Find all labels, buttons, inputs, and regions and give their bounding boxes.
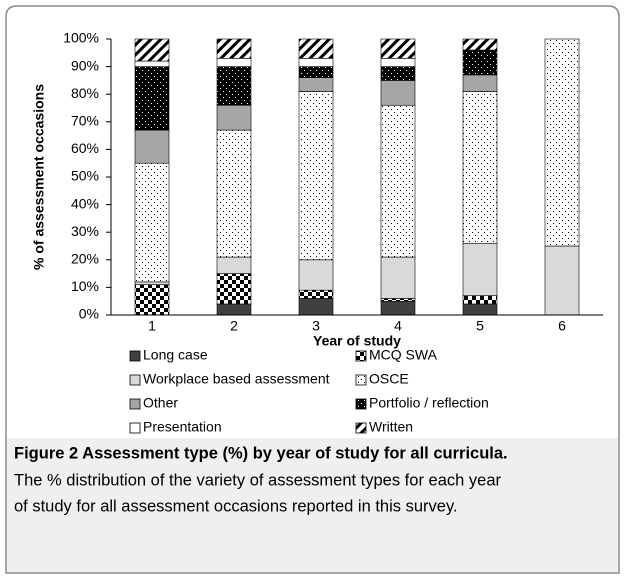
bar-segment [380, 38, 416, 59]
y-tick-label: 50% [71, 168, 99, 184]
bar-segment [298, 38, 334, 59]
bar-segment [216, 66, 252, 106]
bar-segment [298, 66, 334, 78]
bar-segment [134, 162, 170, 283]
bar-segment [380, 58, 416, 67]
bar-segment [462, 303, 498, 316]
bar-segment [216, 58, 252, 67]
bar-segment [380, 80, 416, 106]
y-tick-label: 100% [63, 30, 99, 46]
caption-title: Figure 2 Assessment type (%) by year of … [14, 444, 508, 462]
bar-segment [462, 242, 498, 296]
bar-segment [134, 284, 170, 316]
bar-segment [462, 74, 498, 92]
legend-label: Portfolio / reflection [369, 395, 489, 411]
x-tick-label: 2 [230, 318, 238, 334]
y-tick-label: 60% [71, 140, 99, 156]
bar-segment [380, 66, 416, 81]
x-tick-label: 5 [476, 318, 484, 334]
legend-label: Workplace based assessment [143, 371, 330, 387]
bar-segment [298, 289, 334, 299]
bar-segment [462, 295, 498, 305]
caption-bg [7, 438, 618, 572]
bar-segment [544, 38, 580, 247]
legend-swatch [129, 374, 141, 386]
legend-swatch [355, 374, 367, 386]
bar-segment [216, 303, 252, 316]
bar-segment [462, 91, 498, 244]
bar-segment [216, 256, 252, 274]
bar-segment [462, 49, 498, 76]
legend-label: Other [143, 395, 178, 411]
x-tick-label: 1 [148, 318, 156, 334]
legend-label: Written [369, 419, 413, 435]
y-tick-label: 80% [71, 85, 99, 101]
x-tick-label: 3 [312, 318, 320, 334]
bar-segment [134, 38, 170, 62]
legend-label: Presentation [143, 419, 222, 435]
legend-swatch [355, 350, 367, 362]
caption-line: The % distribution of the variety of ass… [14, 471, 501, 489]
y-axis-title: % of assessment occasions [31, 84, 47, 270]
y-tick-label: 30% [71, 223, 99, 239]
legend-swatch [355, 422, 367, 434]
bar-segment [134, 60, 170, 67]
bar-segment [298, 298, 334, 316]
bar-segment [544, 245, 580, 316]
bar-segment [380, 298, 416, 302]
caption-line: of study for all assessment occasions re… [14, 497, 458, 515]
bar-segment [298, 91, 334, 261]
bar-segment [380, 256, 416, 299]
legend-swatch [129, 398, 141, 410]
bar-segment [380, 300, 416, 316]
bar-segment [216, 38, 252, 59]
bar-segment [134, 66, 170, 131]
bar-segment [380, 104, 416, 258]
bar-segment [134, 281, 170, 285]
y-tick-label: 40% [71, 195, 99, 211]
bar-segment [134, 129, 170, 164]
legend-swatch [129, 350, 141, 362]
bar-segment [462, 38, 498, 51]
bar-segment [298, 58, 334, 67]
y-tick-label: 0% [79, 306, 99, 322]
legend-label: MCQ SWA [369, 347, 438, 363]
bar-segment [216, 129, 252, 258]
x-tick-label: 6 [558, 318, 566, 334]
x-tick-label: 4 [394, 318, 402, 334]
y-tick-label: 90% [71, 57, 99, 73]
bar-segment [298, 259, 334, 291]
legend-label: Long case [143, 347, 208, 363]
legend-label: OSCE [369, 371, 409, 387]
y-tick-label: 10% [71, 278, 99, 294]
legend-swatch [355, 398, 367, 410]
y-tick-label: 20% [71, 251, 99, 267]
y-tick-label: 70% [71, 113, 99, 129]
legend-swatch [129, 422, 141, 434]
x-axis-title: Year of study [313, 333, 401, 349]
bar-segment [298, 77, 334, 92]
bar-segment [216, 273, 252, 305]
bar-segment [216, 104, 252, 131]
